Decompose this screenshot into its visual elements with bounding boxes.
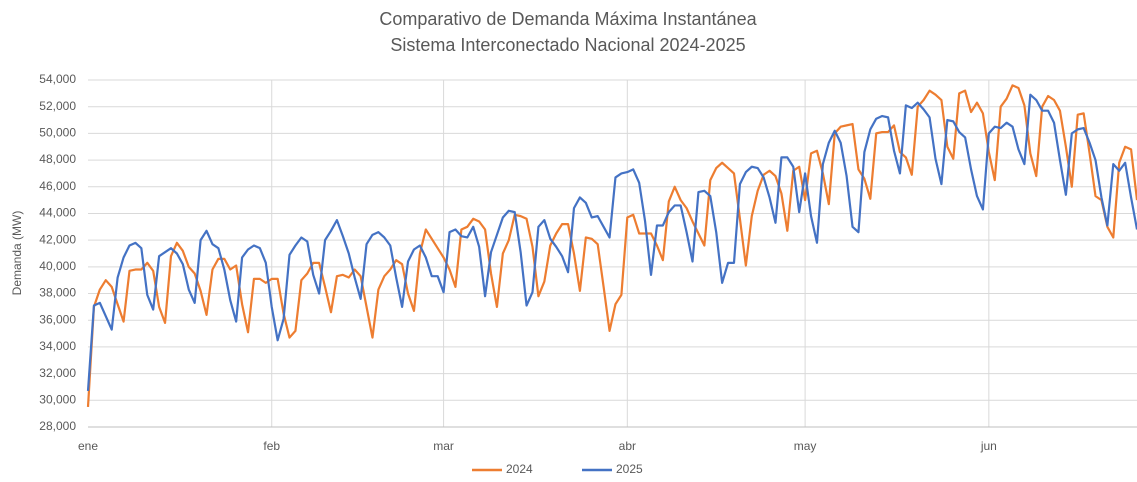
y-tick-label: 52,000: [39, 99, 76, 113]
x-tick-label: jun: [980, 439, 997, 453]
chart-subtitle: Sistema Interconectado Nacional 2024-202…: [390, 35, 745, 55]
series-line: [86, 84, 1137, 408]
y-tick-label: 50,000: [39, 126, 76, 140]
y-tick-label: 44,000: [39, 206, 76, 220]
series-line: [86, 93, 1137, 392]
y-tick-label: 36,000: [39, 312, 76, 326]
y-tick-label: 46,000: [39, 179, 76, 193]
y-tick-label: 38,000: [39, 286, 76, 300]
x-tick-label: feb: [263, 439, 280, 453]
y-tick-label: 32,000: [39, 366, 76, 380]
x-tick-label: abr: [619, 439, 636, 453]
x-tick-label: mar: [433, 439, 454, 453]
y-tick-label: 40,000: [39, 259, 76, 273]
y-tick-label: 34,000: [39, 339, 76, 353]
legend-label: 2024: [506, 462, 533, 476]
chart-title: Comparativo de Demanda Máxima Instantáne…: [379, 9, 757, 29]
y-tick-label: 48,000: [39, 152, 76, 166]
x-tick-label: may: [794, 439, 817, 453]
y-tick-label: 30,000: [39, 392, 76, 406]
y-tick-label: 54,000: [39, 72, 76, 86]
y-axis-title: Demanda (MW): [10, 211, 24, 296]
legend: 2024 2025: [472, 462, 643, 476]
y-tick-label: 42,000: [39, 232, 76, 246]
plot: [86, 84, 1137, 408]
x-tick-label: ene: [78, 439, 98, 453]
y-tick-label: 28,000: [39, 419, 76, 433]
legend-label: 2025: [616, 462, 643, 476]
grid: [88, 79, 1137, 428]
